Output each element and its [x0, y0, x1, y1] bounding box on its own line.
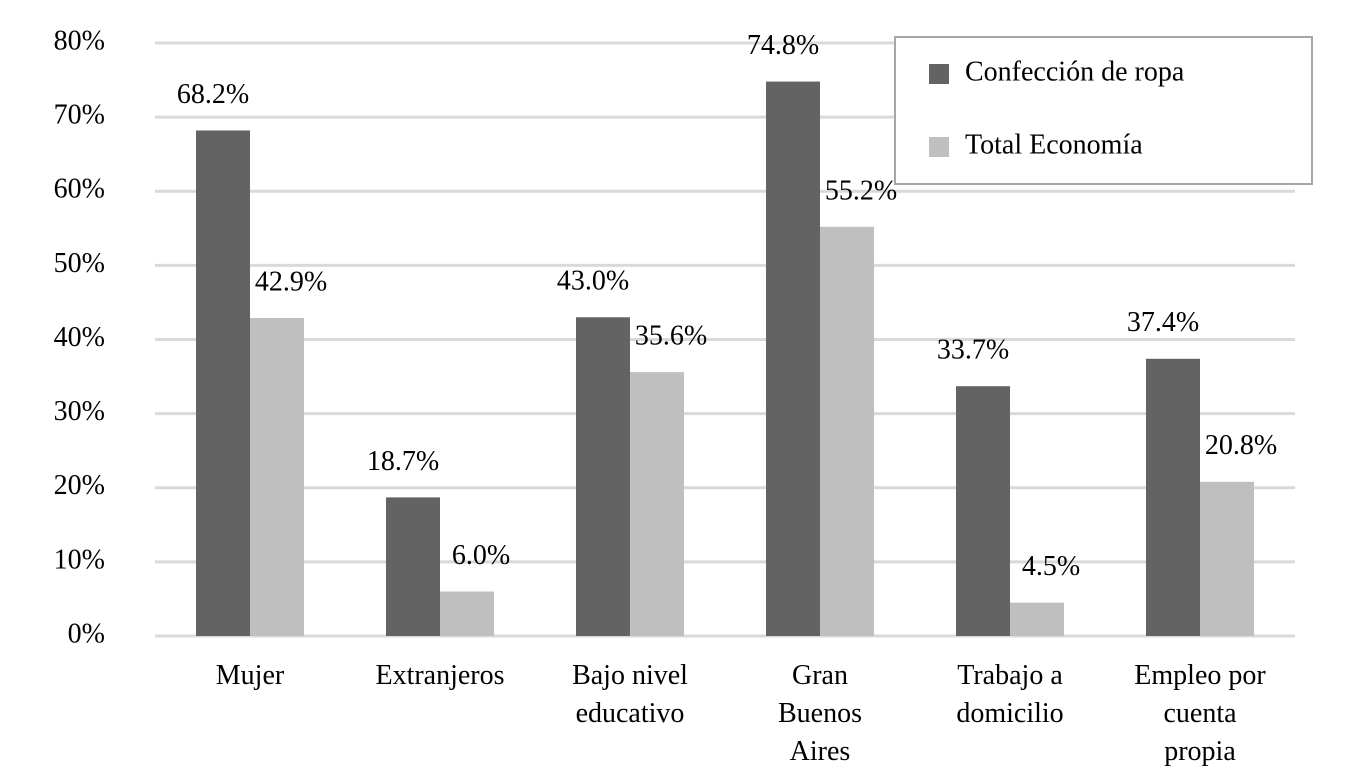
value-label: 55.2% [825, 175, 897, 206]
x-tick-label: Trabajo a domicilio [956, 660, 1064, 729]
bar [250, 318, 304, 636]
bar [630, 372, 684, 636]
legend-label: Total Economía [965, 129, 1143, 160]
bar [576, 317, 630, 636]
y-tick-label: 40% [54, 322, 105, 353]
y-tick-label: 20% [54, 470, 105, 501]
x-tick-label: Bajo nivel educativo [572, 660, 688, 729]
x-tick-label: Gran Buenos Aires [778, 660, 862, 767]
y-tick-label: 60% [54, 174, 105, 205]
value-label: 74.8% [747, 30, 819, 61]
legend-box [894, 36, 1313, 185]
value-label: 4.5% [1022, 551, 1080, 582]
bar [196, 130, 250, 636]
value-label: 18.7% [367, 446, 439, 477]
y-tick-label: 80% [54, 25, 105, 56]
bar [766, 81, 820, 637]
y-tick-label: 50% [54, 248, 105, 279]
x-tick-label: Extranjeros [375, 660, 505, 691]
bar [440, 591, 494, 636]
bar [956, 386, 1010, 636]
bar [1146, 358, 1200, 636]
y-tick-label: 10% [54, 544, 105, 575]
legend-swatch [929, 137, 949, 157]
y-tick-label: 70% [54, 100, 105, 131]
value-label: 35.6% [635, 321, 707, 352]
value-label: 42.9% [255, 266, 327, 297]
bar [386, 497, 440, 636]
value-label: 43.0% [557, 266, 629, 297]
x-tick-label: Mujer [215, 660, 285, 691]
y-tick-label: 0% [68, 618, 105, 649]
value-label: 20.8% [1205, 430, 1277, 461]
value-label: 37.4% [1127, 307, 1199, 338]
value-label: 68.2% [177, 79, 249, 110]
bar [1200, 481, 1254, 636]
legend-swatch [929, 64, 949, 84]
value-label: 33.7% [937, 335, 1009, 366]
x-tick-label: Empleo por cuenta propia [1134, 660, 1266, 767]
y-tick-label: 30% [54, 396, 105, 427]
bar [1010, 602, 1064, 636]
value-label: 6.0% [452, 540, 510, 571]
legend-label: Confección de ropa [965, 56, 1185, 87]
bar [820, 226, 874, 636]
